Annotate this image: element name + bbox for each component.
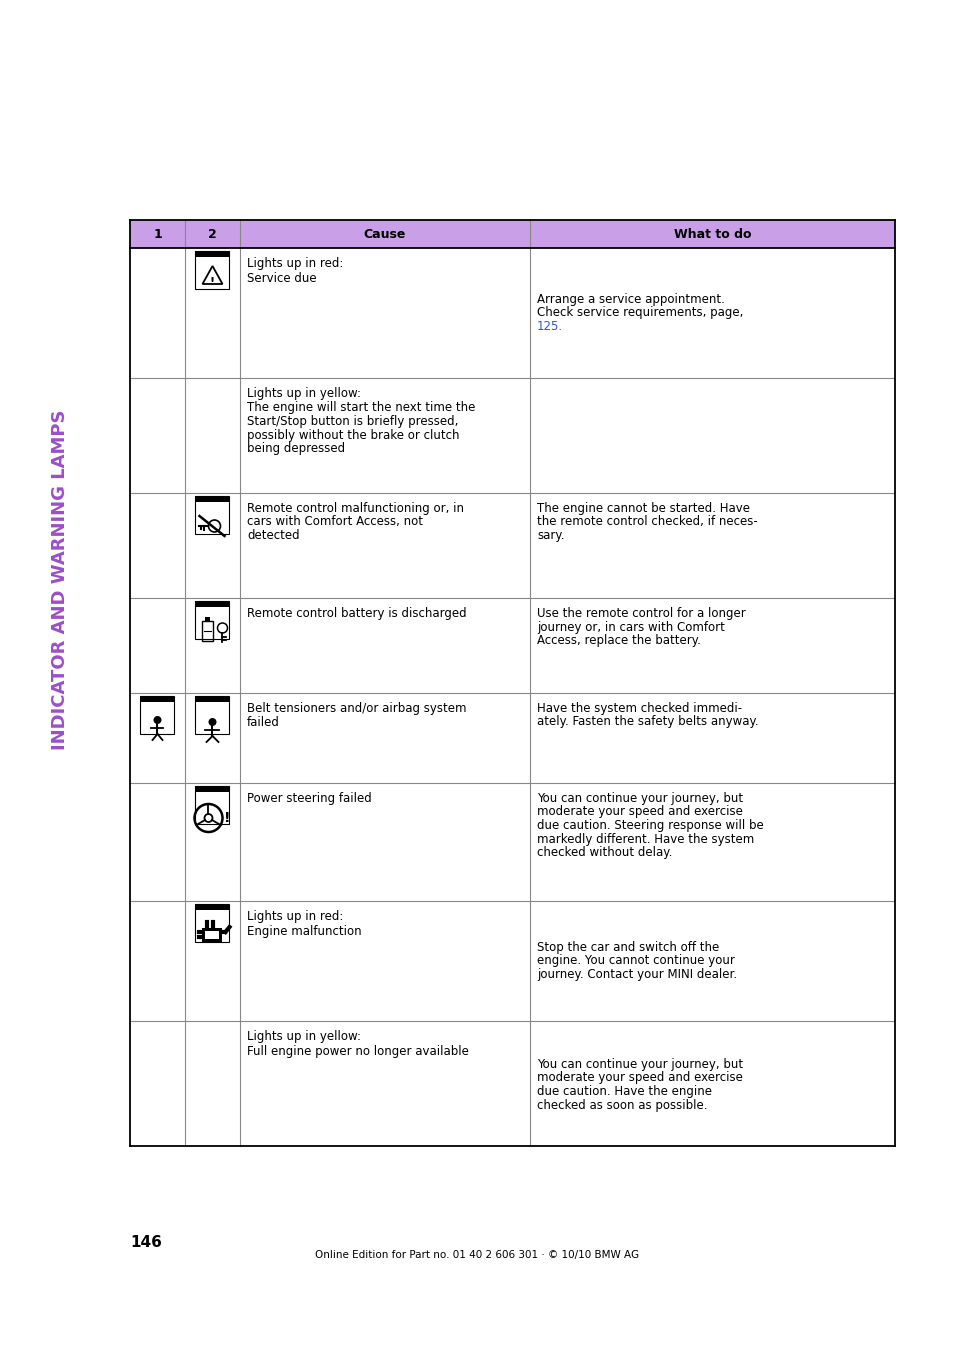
Text: moderate your speed and exercise: moderate your speed and exercise bbox=[537, 1072, 742, 1084]
Circle shape bbox=[153, 716, 161, 724]
Text: failed: failed bbox=[247, 716, 279, 729]
Text: Belt tensioners and/or airbag system: Belt tensioners and/or airbag system bbox=[247, 702, 466, 716]
Bar bbox=[140, 697, 174, 734]
Text: moderate your speed and exercise: moderate your speed and exercise bbox=[537, 806, 742, 818]
Text: checked without delay.: checked without delay. bbox=[537, 846, 672, 859]
Bar bbox=[205, 617, 210, 621]
Text: markedly different. Have the system: markedly different. Have the system bbox=[537, 833, 754, 845]
Bar bbox=[195, 697, 230, 702]
Text: detected: detected bbox=[247, 529, 299, 541]
Circle shape bbox=[209, 718, 216, 726]
Text: The engine cannot be started. Have: The engine cannot be started. Have bbox=[537, 502, 749, 514]
Text: journey or, in cars with Comfort: journey or, in cars with Comfort bbox=[537, 621, 724, 633]
Text: engine. You cannot continue your: engine. You cannot continue your bbox=[537, 954, 734, 967]
Bar bbox=[195, 495, 230, 502]
Bar bbox=[195, 251, 230, 289]
Text: Online Edition for Part no. 01 40 2 606 301 · © 10/10 BMW AG: Online Edition for Part no. 01 40 2 606 … bbox=[314, 1250, 639, 1260]
Bar bbox=[195, 697, 230, 734]
Text: !: ! bbox=[210, 277, 214, 288]
Text: Start/Stop button is briefly pressed,: Start/Stop button is briefly pressed, bbox=[247, 414, 457, 428]
Text: Cause: Cause bbox=[363, 228, 406, 240]
Text: due caution. Steering response will be: due caution. Steering response will be bbox=[537, 819, 763, 832]
Text: journey. Contact your MINI dealer.: journey. Contact your MINI dealer. bbox=[537, 968, 737, 980]
Text: 2: 2 bbox=[208, 228, 216, 240]
Bar bbox=[205, 931, 219, 940]
Text: Power steering failed: Power steering failed bbox=[247, 792, 372, 805]
Text: What to do: What to do bbox=[673, 228, 750, 240]
Text: Lights up in yellow:: Lights up in yellow: bbox=[247, 387, 360, 400]
Text: Remote control malfunctioning or, in: Remote control malfunctioning or, in bbox=[247, 502, 463, 514]
Text: being depressed: being depressed bbox=[247, 441, 345, 455]
Bar bbox=[195, 495, 230, 535]
Bar bbox=[130, 220, 894, 248]
Bar bbox=[195, 786, 230, 824]
Bar bbox=[202, 621, 213, 641]
Text: ately. Fasten the safety belts anyway.: ately. Fasten the safety belts anyway. bbox=[537, 716, 758, 729]
Text: The engine will start the next time the: The engine will start the next time the bbox=[247, 401, 475, 414]
Text: 146: 146 bbox=[130, 1235, 162, 1250]
Bar bbox=[195, 601, 230, 608]
Text: possibly without the brake or clutch: possibly without the brake or clutch bbox=[247, 428, 459, 441]
Text: 125.: 125. bbox=[537, 320, 562, 332]
Text: the remote control checked, if neces-: the remote control checked, if neces- bbox=[537, 516, 757, 528]
Text: INDICATOR AND WARNING LAMPS: INDICATOR AND WARNING LAMPS bbox=[51, 410, 69, 751]
Text: You can continue your journey, but: You can continue your journey, but bbox=[537, 792, 742, 805]
Text: checked as soon as possible.: checked as soon as possible. bbox=[537, 1099, 707, 1111]
Text: due caution. Have the engine: due caution. Have the engine bbox=[537, 1085, 711, 1098]
Text: Full engine power no longer available: Full engine power no longer available bbox=[247, 1045, 468, 1057]
Text: Remote control battery is discharged: Remote control battery is discharged bbox=[247, 608, 466, 620]
Text: Check service requirements, page,: Check service requirements, page, bbox=[537, 306, 742, 319]
Text: Stop the car and switch off the: Stop the car and switch off the bbox=[537, 941, 719, 953]
Bar bbox=[195, 904, 230, 910]
Bar bbox=[202, 927, 222, 942]
Bar bbox=[195, 251, 230, 256]
Text: Lights up in red:: Lights up in red: bbox=[247, 256, 343, 270]
Text: !: ! bbox=[224, 811, 231, 825]
Text: Service due: Service due bbox=[247, 271, 316, 285]
Text: Access, replace the battery.: Access, replace the battery. bbox=[537, 634, 700, 647]
Text: sary.: sary. bbox=[537, 529, 564, 541]
Text: Use the remote control for a longer: Use the remote control for a longer bbox=[537, 608, 745, 620]
Text: You can continue your journey, but: You can continue your journey, but bbox=[537, 1058, 742, 1071]
Text: Lights up in red:: Lights up in red: bbox=[247, 910, 343, 923]
Bar bbox=[195, 601, 230, 639]
Bar bbox=[195, 904, 230, 942]
Text: cars with Comfort Access, not: cars with Comfort Access, not bbox=[247, 516, 422, 528]
Text: Arrange a service appointment.: Arrange a service appointment. bbox=[537, 293, 724, 305]
Text: Lights up in yellow:: Lights up in yellow: bbox=[247, 1030, 360, 1044]
Text: 1: 1 bbox=[153, 228, 162, 240]
Text: Have the system checked immedi-: Have the system checked immedi- bbox=[537, 702, 741, 716]
Bar bbox=[195, 786, 230, 792]
Bar bbox=[140, 697, 174, 702]
Text: Engine malfunction: Engine malfunction bbox=[247, 925, 361, 937]
